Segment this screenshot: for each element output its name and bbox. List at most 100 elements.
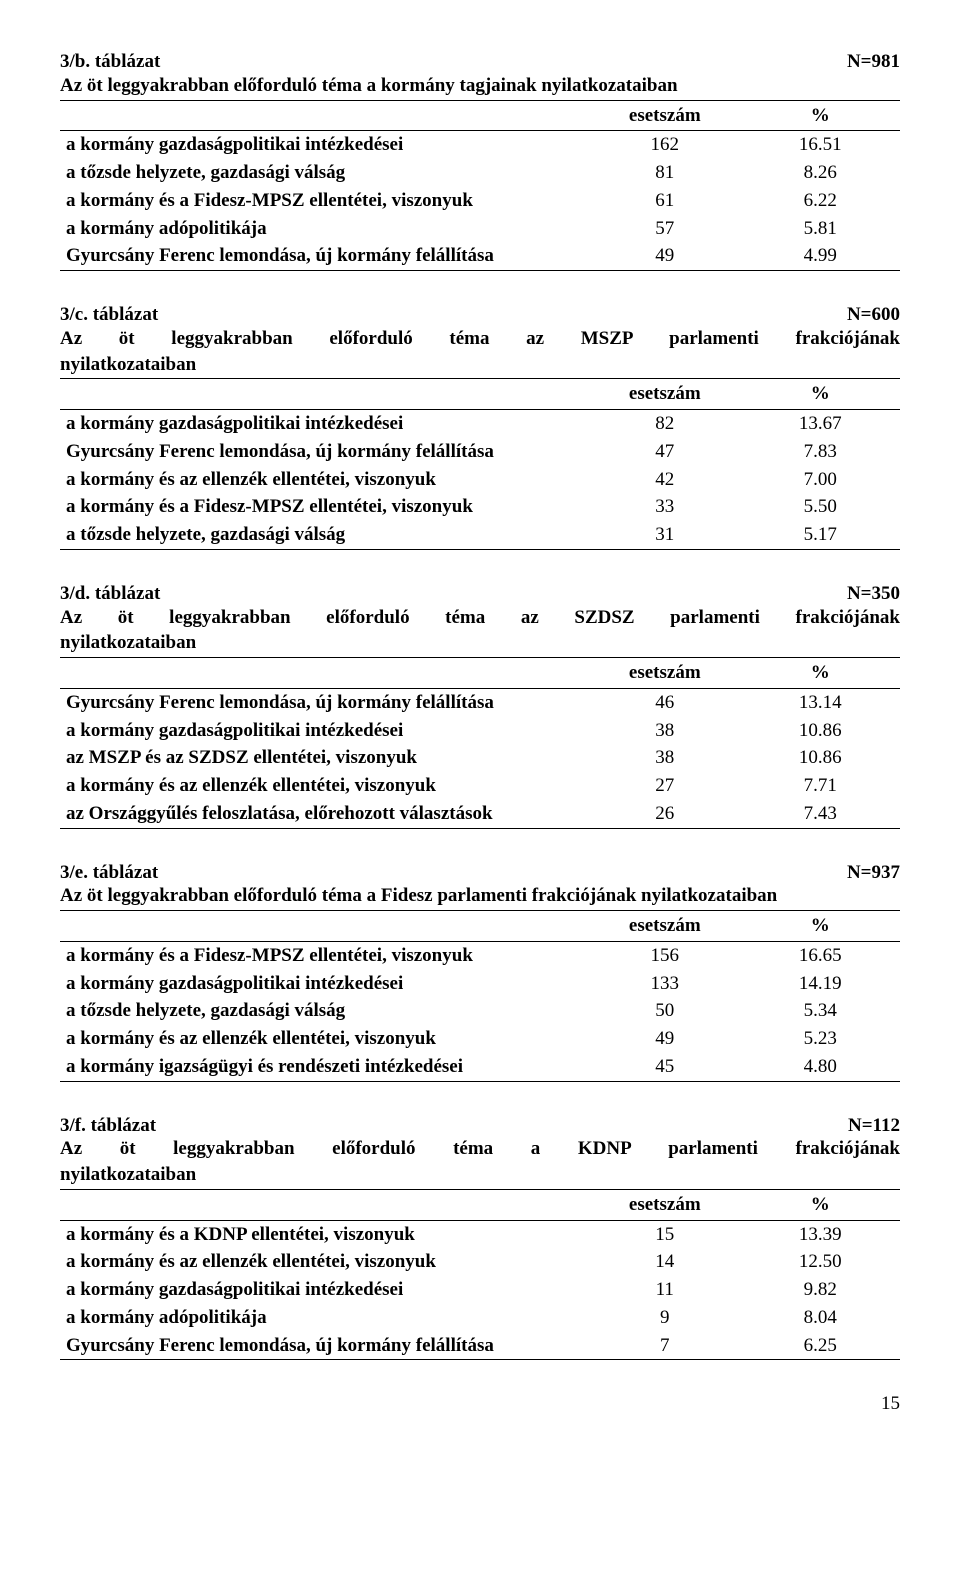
table-n: N=112	[848, 1114, 900, 1138]
table-row: a kormány gazdaságpolitikai intézkedései…	[60, 131, 900, 159]
table-subtitle: Az öt leggyakrabban előforduló téma az S…	[60, 606, 900, 630]
row-label: Gyurcsány Ferenc lemondása, új kormány f…	[60, 438, 589, 466]
row-pct: 9.82	[740, 1276, 900, 1304]
table-title-row: 3/d. táblázat N=350	[60, 582, 900, 606]
table-row: a kormány és a KDNP ellentétei, viszonyu…	[60, 1220, 900, 1248]
table-row: a kormány gazdaságpolitikai intézkedései…	[60, 717, 900, 745]
table-subtitle: nyilatkozataiban	[60, 353, 900, 377]
row-count: 162	[589, 131, 740, 159]
table-code: 3/e. táblázat	[60, 861, 158, 885]
table-title-row: 3/e. táblázatN=937	[60, 861, 900, 885]
col-header-pct: %	[740, 100, 900, 131]
table-code: 3/f. táblázat	[60, 1114, 156, 1138]
table-subtitle: Az öt leggyakrabban előforduló téma a KD…	[60, 1137, 900, 1161]
row-pct: 6.25	[740, 1332, 900, 1360]
row-pct: 12.50	[740, 1248, 900, 1276]
table-row: a kormány és a Fidesz-MPSZ ellentétei, v…	[60, 941, 900, 969]
table-subtitle: nyilatkozataiban	[60, 1163, 900, 1187]
row-pct: 4.99	[740, 242, 900, 270]
table-n: N=981	[847, 50, 900, 74]
table-block: 3/e. táblázatN=937Az öt leggyakrabban el…	[60, 861, 900, 1082]
table-row: a kormány gazdaságpolitikai intézkedései…	[60, 1276, 900, 1304]
table-code: 3/d. táblázat	[60, 582, 160, 606]
table-row: a tőzsde helyzete, gazdasági válság505.3…	[60, 997, 900, 1025]
row-pct: 13.14	[740, 688, 900, 716]
table-subtitle: nyilatkozataiban	[60, 631, 900, 655]
col-header-label	[60, 379, 589, 410]
row-count: 49	[589, 242, 740, 270]
table-row: a kormány igazságügyi és rendészeti inté…	[60, 1053, 900, 1081]
row-count: 9	[589, 1304, 740, 1332]
row-count: 27	[589, 772, 740, 800]
row-label: a tőzsde helyzete, gazdasági válság	[60, 521, 589, 549]
row-label: Gyurcsány Ferenc lemondása, új kormány f…	[60, 688, 589, 716]
row-pct: 5.17	[740, 521, 900, 549]
row-count: 47	[589, 438, 740, 466]
page-container: 3/b. táblázat N=981 Az öt leggyakrabban el…	[60, 50, 900, 1416]
row-label: az MSZP és az SZDSZ ellentétei, viszonyu…	[60, 744, 589, 772]
col-header-pct: %	[740, 658, 900, 689]
row-label: a kormány gazdaságpolitikai intézkedései	[60, 970, 589, 998]
table-code: 3/b. táblázat	[60, 50, 160, 74]
row-label: a kormány és az ellenzék ellentétei, vis…	[60, 772, 589, 800]
table-title-row: 3/b. táblázat N=981	[60, 50, 900, 74]
data-table: esetszám%a kormány gazdaságpolitikai int…	[60, 100, 900, 272]
row-count: 49	[589, 1025, 740, 1053]
row-count: 31	[589, 521, 740, 549]
row-count: 50	[589, 997, 740, 1025]
col-header-count: esetszám	[589, 658, 740, 689]
row-pct: 8.26	[740, 159, 900, 187]
table-subtitle: Az öt leggyakrabban előforduló téma a Fi…	[60, 884, 900, 908]
table-row: a kormány gazdaságpolitikai intézkedései…	[60, 410, 900, 438]
row-pct: 14.19	[740, 970, 900, 998]
row-count: 133	[589, 970, 740, 998]
col-header-pct: %	[740, 379, 900, 410]
table-block: 3/d. táblázat N=350Az öt leggyakrabban el…	[60, 582, 900, 829]
row-pct: 16.51	[740, 131, 900, 159]
row-label: az Országgyűlés feloszlatása, előrehozot…	[60, 800, 589, 828]
table-n: N=350	[847, 582, 900, 606]
col-header-count: esetszám	[589, 911, 740, 942]
col-header-label	[60, 911, 589, 942]
table-block: 3/c. táblázatN=600Az öt leggyakrabban el…	[60, 303, 900, 550]
row-label: a kormány adópolitikája	[60, 1304, 589, 1332]
row-label: a kormány és az ellenzék ellentétei, vis…	[60, 1248, 589, 1276]
row-pct: 13.39	[740, 1220, 900, 1248]
row-label: a kormány gazdaságpolitikai intézkedései	[60, 717, 589, 745]
row-count: 7	[589, 1332, 740, 1360]
row-label: a kormány és a Fidesz-MPSZ ellentétei, v…	[60, 941, 589, 969]
row-count: 81	[589, 159, 740, 187]
table-block: 3/b. táblázatN=981Az öt leggyakrabban el…	[60, 50, 900, 271]
col-header-label	[60, 658, 589, 689]
row-pct: 10.86	[740, 744, 900, 772]
row-pct: 13.67	[740, 410, 900, 438]
row-count: 45	[589, 1053, 740, 1081]
table-row: a kormány és az ellenzék ellentétei, vis…	[60, 466, 900, 494]
row-count: 57	[589, 215, 740, 243]
table-title-row: 3/f. táblázat N=112	[60, 1114, 900, 1138]
table-row: a kormány és az ellenzék ellentétei, vis…	[60, 772, 900, 800]
row-pct: 5.34	[740, 997, 900, 1025]
table-row: Gyurcsány Ferenc lemondása, új kormány f…	[60, 688, 900, 716]
table-row: a kormány és a Fidesz-MPSZ ellentétei, v…	[60, 187, 900, 215]
row-label: a kormány és a KDNP ellentétei, viszonyu…	[60, 1220, 589, 1248]
row-label: a kormány és az ellenzék ellentétei, vis…	[60, 466, 589, 494]
row-label: a kormány adópolitikája	[60, 215, 589, 243]
table-row: a kormány gazdaságpolitikai intézkedései…	[60, 970, 900, 998]
row-label: a kormány és az ellenzék ellentétei, vis…	[60, 1025, 589, 1053]
table-row: a kormány adópolitikája575.81	[60, 215, 900, 243]
row-label: Gyurcsány Ferenc lemondása, új kormány f…	[60, 242, 589, 270]
page-number: 15	[60, 1392, 900, 1416]
table-row: az Országgyűlés feloszlatása, előrehozot…	[60, 800, 900, 828]
row-count: 14	[589, 1248, 740, 1276]
table-row: a tőzsde helyzete, gazdasági válság315.1…	[60, 521, 900, 549]
table-title-row: 3/c. táblázatN=600	[60, 303, 900, 327]
data-table: esetszám%a kormány gazdaságpolitikai int…	[60, 378, 900, 550]
row-label: Gyurcsány Ferenc lemondása, új kormány f…	[60, 1332, 589, 1360]
table-row: a kormány adópolitikája98.04	[60, 1304, 900, 1332]
row-pct: 4.80	[740, 1053, 900, 1081]
data-table: esetszám%a kormány és a KDNP ellentétei,…	[60, 1189, 900, 1361]
table-row: Gyurcsány Ferenc lemondása, új kormány f…	[60, 1332, 900, 1360]
row-label: a tőzsde helyzete, gazdasági válság	[60, 997, 589, 1025]
col-header-pct: %	[740, 911, 900, 942]
